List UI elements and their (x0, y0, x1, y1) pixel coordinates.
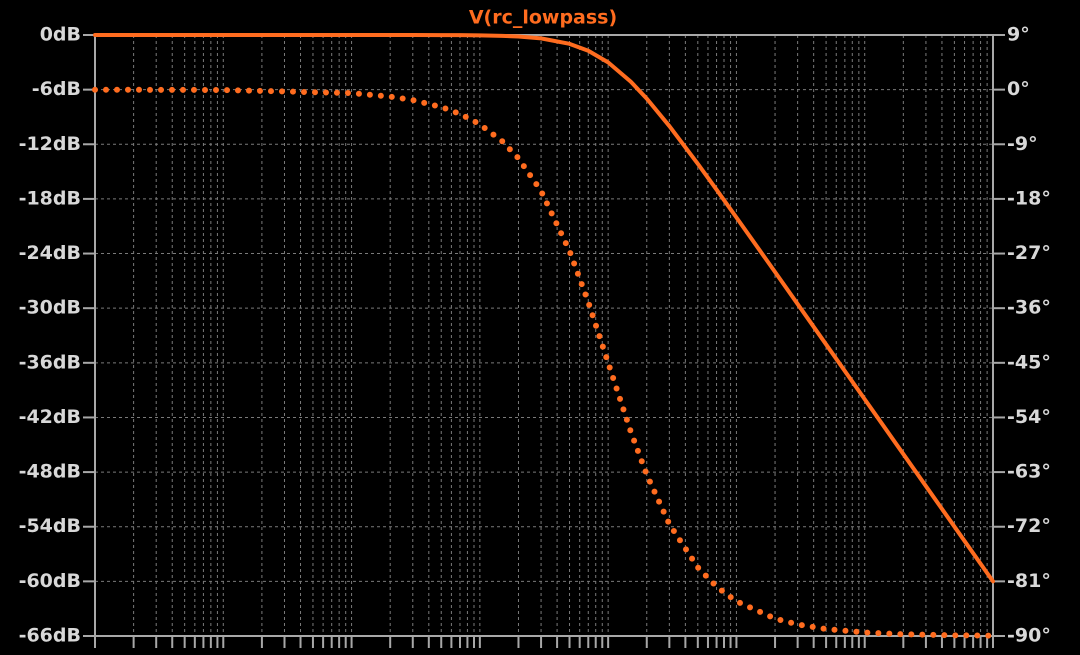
y-tick-label: 0dB (40, 24, 81, 46)
y2-tick-label: -81° (1007, 570, 1051, 592)
y2-tick-label: -72° (1007, 515, 1051, 537)
magnitude-trace (93, 33, 995, 584)
y-tick-label: -6dB (32, 78, 81, 100)
y-tick-label: -24dB (19, 242, 81, 264)
trace-title[interactable]: V(rc_lowpass) (469, 7, 617, 29)
y2-tick-label: 0° (1007, 78, 1030, 100)
y-tick-label: -12dB (19, 133, 81, 155)
y2-tick-label: -9° (1007, 133, 1038, 155)
y-tick-label: -42dB (19, 406, 81, 428)
y2-tick-label: -63° (1007, 461, 1051, 483)
y2-tick-label: -27° (1007, 242, 1051, 264)
phase-trace (92, 86, 996, 639)
y2-tick-label: -18° (1007, 187, 1051, 209)
y2-tick-label: -45° (1007, 351, 1051, 373)
y-tick-label: -60dB (19, 570, 81, 592)
y2-tick-label: 9° (1007, 24, 1030, 46)
y2-tick-label: -54° (1007, 406, 1051, 428)
plot-frame (94, 34, 994, 637)
y-tick-label: -48dB (19, 461, 81, 483)
y-tick-label: -18dB (19, 187, 81, 209)
y2-tick-label: -36° (1007, 297, 1051, 319)
y-tick-label: -36dB (19, 351, 81, 373)
y-tick-label: -66dB (19, 625, 81, 647)
y2-tick-label: -90° (1007, 625, 1051, 647)
y-tick-label: -54dB (19, 515, 81, 537)
y-tick-label: -30dB (19, 297, 81, 319)
